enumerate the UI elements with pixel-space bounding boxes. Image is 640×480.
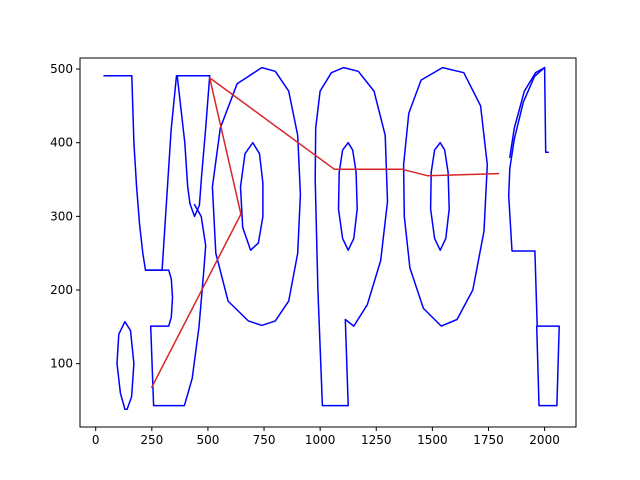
y-tick-label: 400	[50, 136, 73, 150]
x-axis: 0 250 500 750 1000 1250 1500 1750 2000	[92, 427, 560, 447]
blue-series-line	[507, 66, 560, 407]
blue-series-line	[337, 141, 358, 251]
x-tick-label: 1250	[361, 433, 392, 447]
x-tick-label: 1750	[473, 433, 504, 447]
red-series-line	[151, 77, 500, 388]
blue-series-line	[116, 320, 135, 411]
blue-series-line	[211, 66, 302, 327]
plot-frame	[79, 57, 577, 428]
blue-series-line	[176, 74, 211, 218]
y-tick-label: 100	[50, 357, 73, 371]
blue-series-line	[239, 141, 264, 251]
x-tick-label: 1000	[305, 433, 336, 447]
y-axis: 100 200 300 400 500	[50, 62, 80, 371]
blue-series-line	[429, 141, 450, 251]
series-layer	[103, 66, 560, 411]
x-tick-label: 500	[196, 433, 219, 447]
blue-series-line	[314, 66, 389, 407]
blue-series-line	[402, 66, 489, 327]
x-tick-label: 2000	[529, 433, 560, 447]
y-tick-label: 300	[50, 209, 73, 223]
x-tick-label: 250	[140, 433, 163, 447]
blue-series-line	[144, 203, 207, 407]
y-tick-label: 200	[50, 283, 73, 297]
y-tick-label: 500	[50, 62, 73, 76]
blue-series-line	[509, 66, 549, 159]
blue-series-line	[103, 74, 211, 271]
x-tick-label: 750	[253, 433, 276, 447]
x-tick-label: 1500	[417, 433, 448, 447]
x-tick-label: 0	[92, 433, 100, 447]
